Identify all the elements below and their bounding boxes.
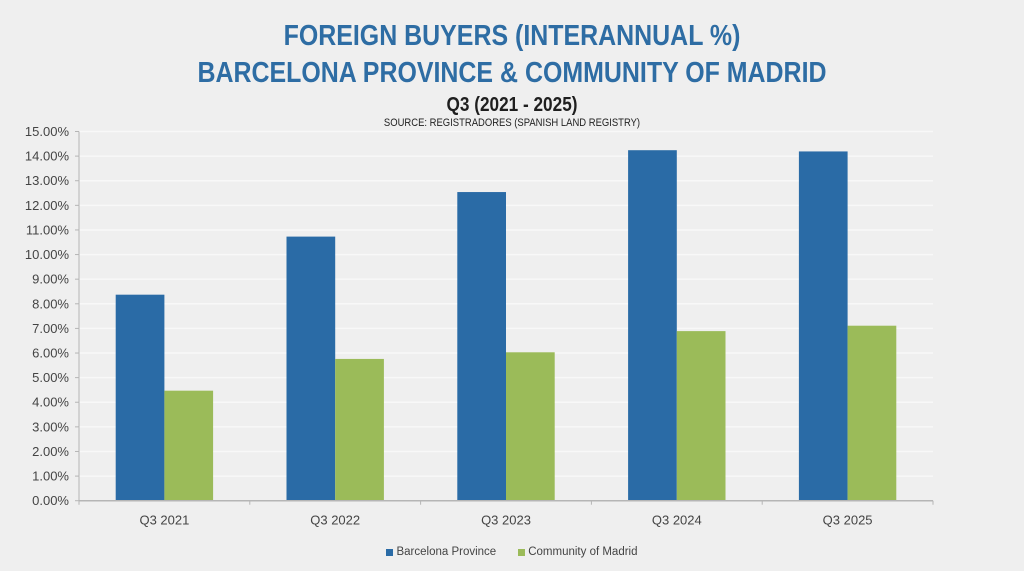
y-tick-label: 2.00% [32, 444, 69, 459]
bar-madrid-q3-2023 [506, 352, 555, 501]
legend-swatch-barcelona [386, 548, 394, 556]
legend-swatch-madrid [518, 548, 526, 556]
y-tick-label: 8.00% [32, 296, 69, 311]
y-tick-label: 11.00% [26, 222, 70, 237]
bar-barcelona-q3-2025 [798, 151, 848, 501]
legend-label-barcelona: Barcelona Province [396, 546, 497, 558]
y-tick-label: 0.00% [32, 493, 69, 508]
bar-madrid-q3-2021 [164, 390, 214, 501]
y-tick-label: 5.00% [32, 370, 69, 385]
x-tick-label: Q3 2022 [310, 513, 360, 528]
y-tick-label: 1.00% [32, 469, 69, 484]
y-tick-label: 14.00% [25, 149, 70, 164]
legend-item-madrid: Community of Madrid [518, 546, 638, 558]
chart-source: SOURCE: REGISTRADORES (SPANISH LAND REGI… [383, 117, 641, 129]
legend: Barcelona Province Community of Madrid [0, 546, 1024, 558]
x-tick-label: Q3 2024 [652, 513, 702, 528]
bar-madrid-q3-2022 [335, 358, 384, 501]
y-axis: 0.00% 1.00% 2.00% 3.00% 4.00% 5.00% 6.00% 7.00%… [25, 124, 80, 508]
y-tick-label: 7.00% [32, 321, 69, 336]
bar-barcelona-q3-2022 [286, 236, 336, 501]
y-tick-label: 9.00% [32, 272, 69, 287]
y-tick-label: 4.00% [32, 395, 69, 410]
legend-item-barcelona: Barcelona Province [386, 546, 496, 558]
bar-barcelona-q3-2021 [115, 294, 165, 501]
y-tick-label: 3.00% [32, 419, 69, 434]
y-tick-label: 12.00% [25, 198, 70, 213]
x-tick-label: Q3 2023 [481, 513, 531, 528]
x-tick-label: Q3 2021 [139, 513, 189, 528]
y-tick-label: 13.00% [25, 173, 70, 188]
chart-subtitle: Q3 (2021 - 2025) [446, 94, 578, 116]
chart-title-line-1: FOREIGN BUYERS (INTERANNUAL %) [283, 20, 741, 52]
bar-barcelona-q3-2024 [628, 150, 677, 501]
legend-label-madrid: Community of Madrid [528, 546, 638, 558]
bar-madrid-q3-2024 [676, 331, 726, 501]
x-tick-label: Q3 2025 [823, 513, 873, 528]
y-tick-label: 15.00% [25, 124, 70, 139]
bar-barcelona-q3-2023 [457, 192, 506, 501]
bar-madrid-q3-2025 [847, 325, 897, 501]
chart-title-line-2: BARCELONA PROVINCE & COMMUNITY OF MADRID [197, 57, 827, 89]
bars [115, 150, 897, 501]
y-tick-label: 10.00% [25, 247, 70, 262]
y-tick-label: 6.00% [32, 346, 69, 361]
x-axis: Q3 2021 Q3 2022 Q3 2023 Q3 2024 Q3 2025 [78, 499, 934, 528]
